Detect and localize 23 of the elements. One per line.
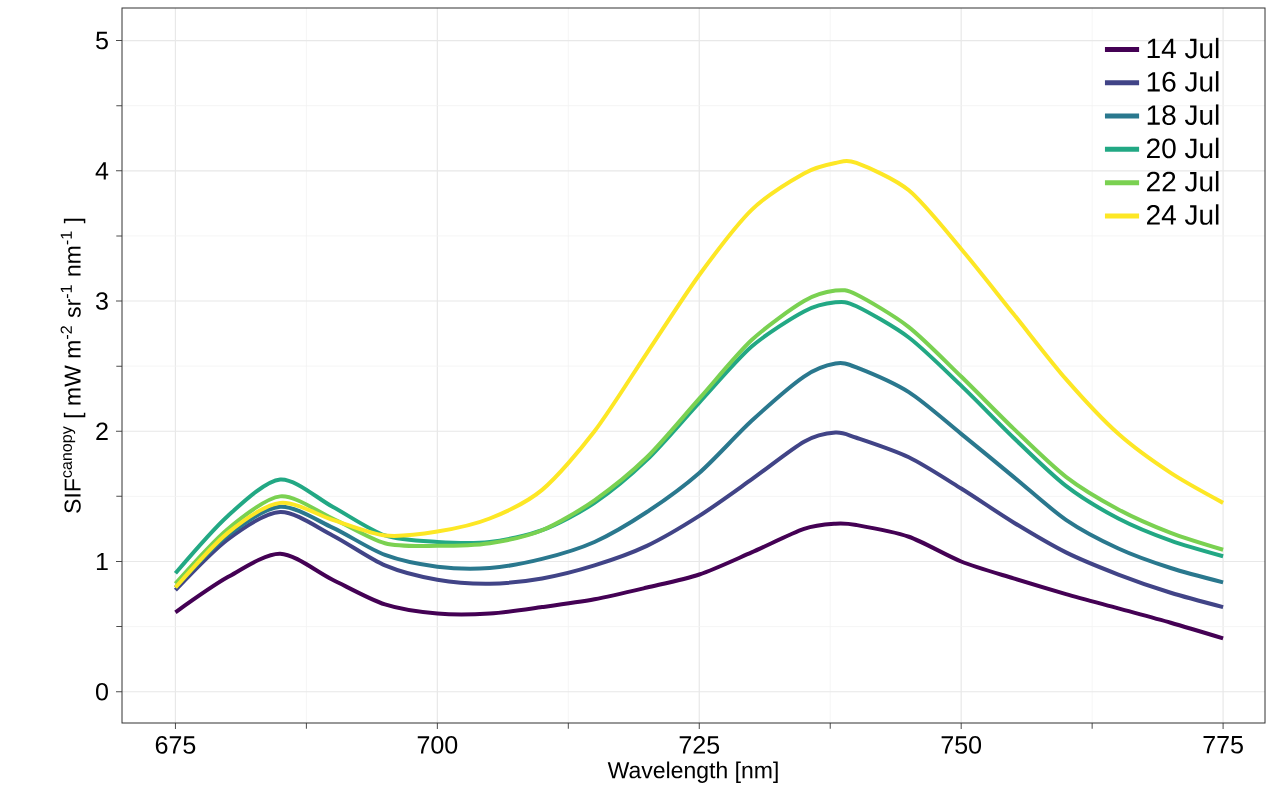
x-axis-title: Wavelength [nm] [607,761,778,783]
x-tick-label: 700 [417,736,458,754]
line-series [173,159,1226,590]
y-tick-label: 5 [96,31,108,50]
y-tick-label: 0 [96,682,108,701]
legend-label: 14 Jul [1147,37,1219,59]
line-series [173,361,1226,590]
legend-label: 16 Jul [1147,71,1219,92]
line-series [173,521,1226,641]
text: SIF$^{canopy}$ [ mW m$^{-2}$ sr$^{-1}$ nm$^{-1}$ ] [60,218,86,513]
x-tick-label: 725 [679,736,720,754]
x-tick-label: 775 [1203,736,1243,754]
x-tick-label: 675 [155,736,196,754]
legend-label: 22 Jul [1147,170,1219,192]
legend-label: 18 Jul [1147,104,1219,125]
y-tick-label: 4 [95,162,109,180]
line-series [173,430,1226,610]
legend-label: 20 Jul [1147,137,1219,159]
x-tick-label: 750 [941,736,982,754]
legend-label: 24 Jul [1147,204,1219,225]
y-tick-label: 3 [95,292,108,310]
y-tick-label: 1 [96,552,108,571]
y-tick-label: 2 [96,422,108,440]
